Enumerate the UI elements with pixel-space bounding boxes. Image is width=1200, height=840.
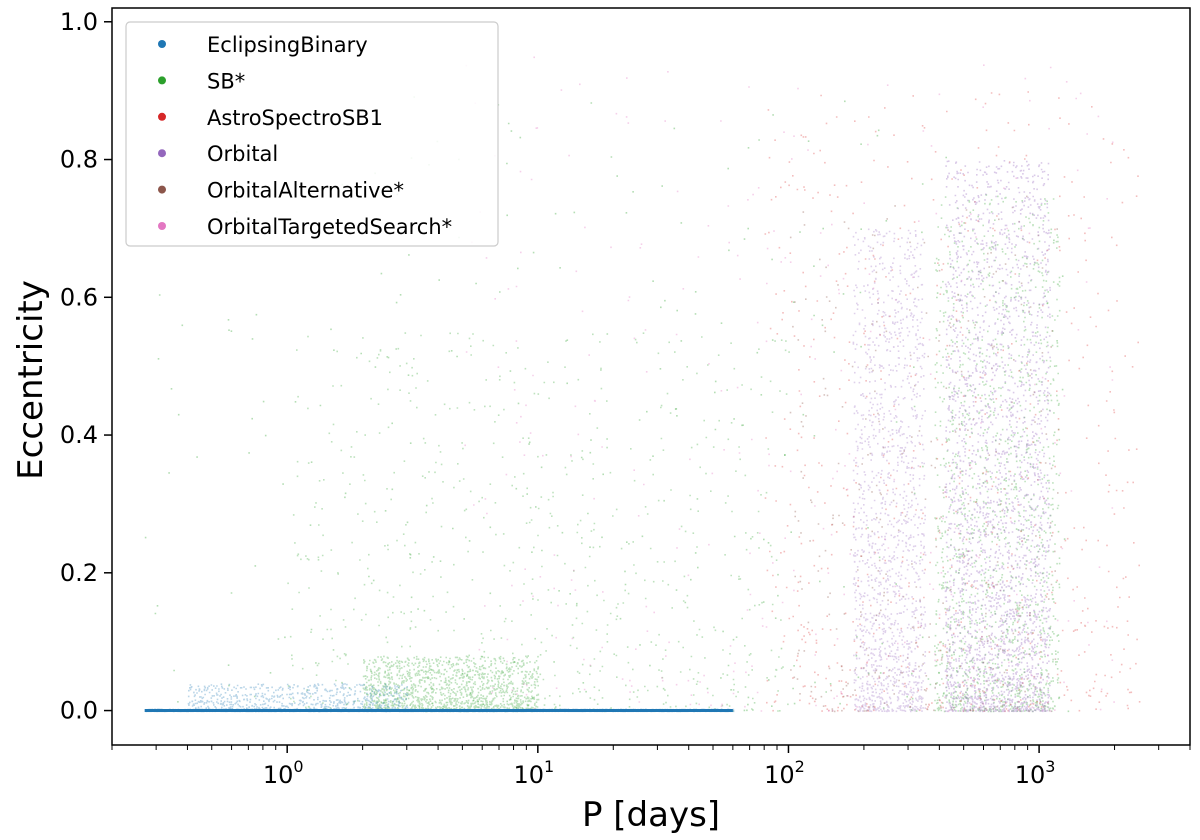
- legend-marker: [158, 222, 166, 230]
- legend-box: [125, 21, 499, 247]
- series-sb-: [144, 96, 1070, 713]
- y-tick-label: 0.2: [60, 559, 98, 587]
- legend-marker: [158, 76, 166, 85]
- legend-label: OrbitalAlternative*: [207, 179, 404, 203]
- y-axis: 0.0 0.2 0.4 0.6 0.8 1.0: [60, 8, 112, 725]
- x-axis: 100 101 102 103: [111, 745, 1191, 789]
- x-tick-label: 102: [764, 757, 805, 789]
- point-cloud: [187, 683, 409, 713]
- point-cloud: [944, 160, 1051, 713]
- y-tick-label: 0.8: [60, 146, 98, 174]
- point-cloud: [934, 195, 1061, 713]
- x-axis-title: P [days]: [582, 795, 720, 835]
- legend-label: Orbital: [207, 142, 278, 166]
- legend-marker: [158, 40, 166, 48]
- legend-marker: [158, 149, 166, 158]
- data-points: [144, 56, 1141, 713]
- y-axis-title: Eccentricity: [11, 280, 51, 480]
- y-tick-label: 0.6: [60, 283, 98, 311]
- y-tick-label: 0.4: [60, 421, 98, 449]
- legend: EclipsingBinary SB* AstroSpectroSB1 Orbital…: [125, 21, 499, 247]
- legend-label: SB*: [207, 69, 245, 93]
- point-cloud: [362, 655, 540, 713]
- legend-marker: [158, 112, 166, 121]
- x-tick-label: 100: [263, 757, 304, 789]
- legend-label: OrbitalTargetedSearch*: [207, 215, 452, 239]
- series-orbital: [852, 160, 1051, 713]
- y-tick-label: 0.0: [60, 697, 98, 725]
- legend-label: EclipsingBinary: [207, 33, 368, 57]
- y-tick-label: 1.0: [60, 8, 98, 36]
- legend-label: AstroSpectroSB1: [207, 106, 383, 130]
- x-tick-label: 101: [513, 757, 554, 789]
- point-cloud: [852, 228, 927, 713]
- legend-marker: [158, 185, 166, 194]
- plot-frame: [111, 7, 1191, 746]
- x-tick-label: 103: [1015, 757, 1056, 789]
